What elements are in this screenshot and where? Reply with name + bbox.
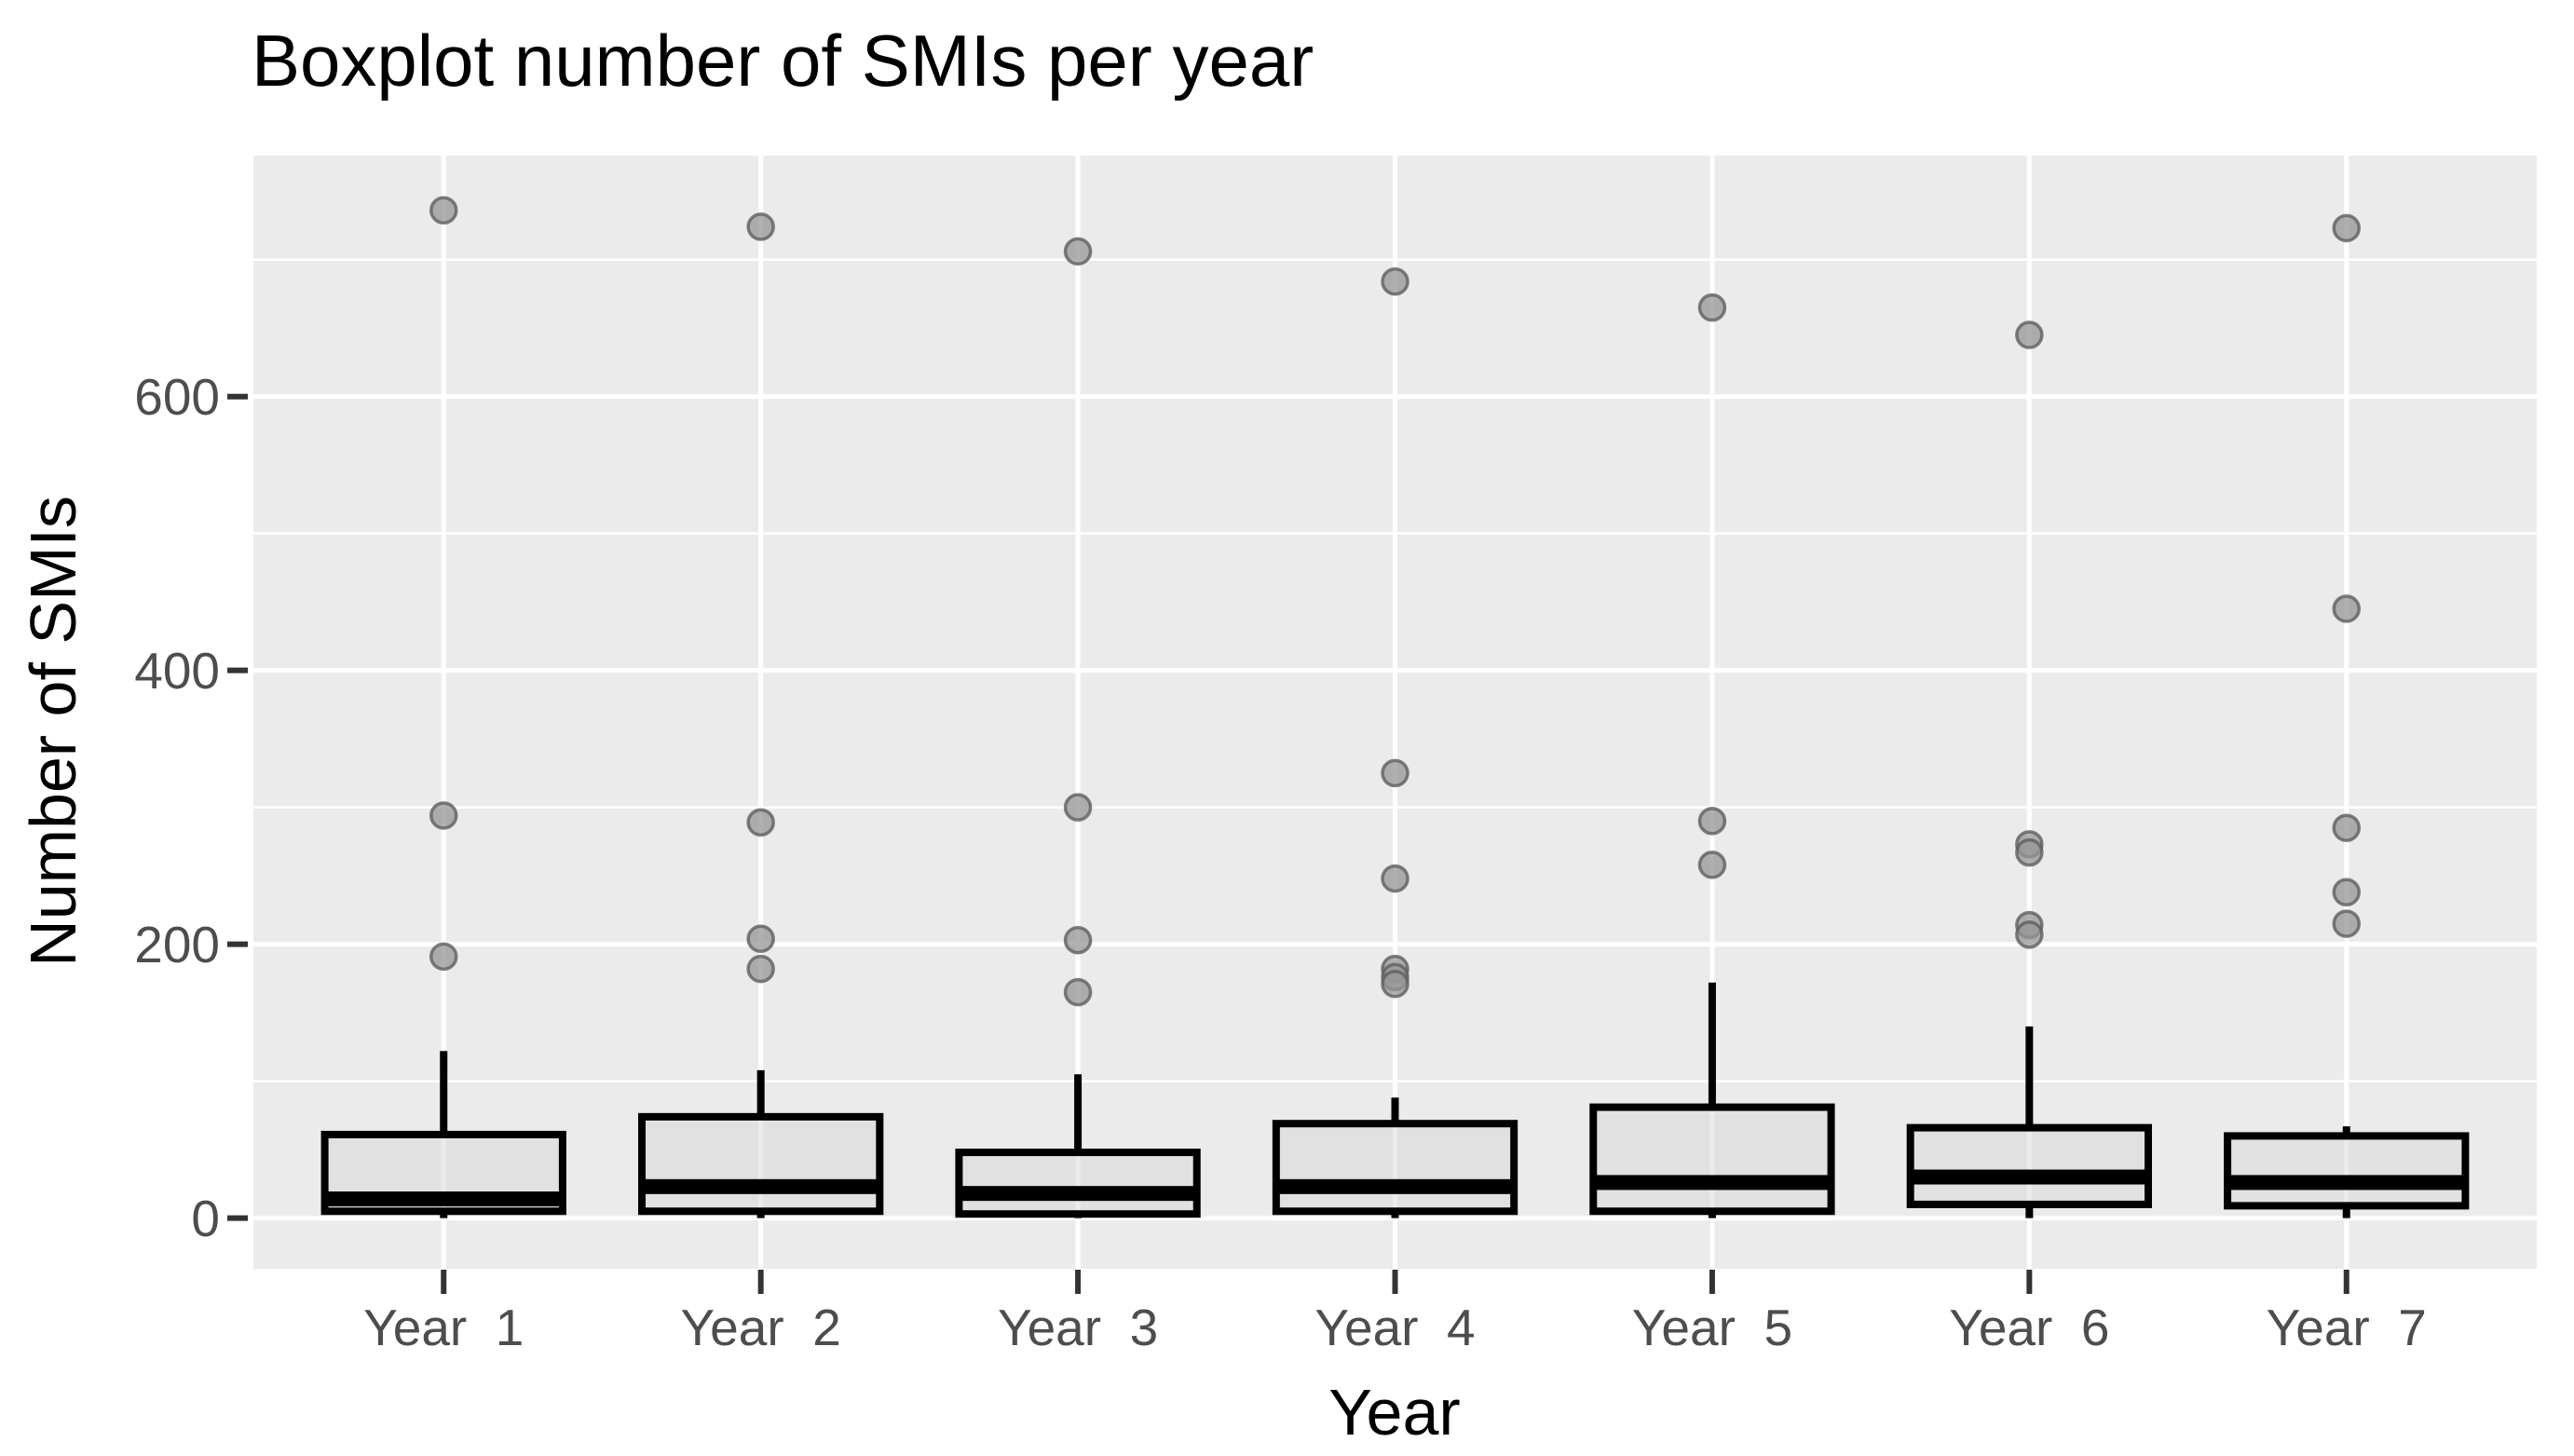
outlier-point bbox=[746, 954, 775, 984]
median-line bbox=[1910, 1169, 2148, 1185]
outlier-point bbox=[2332, 213, 2361, 243]
outlier-point bbox=[1063, 977, 1093, 1007]
outlier-point bbox=[1697, 293, 1727, 322]
outlier-point bbox=[429, 801, 458, 830]
x-tick-label: Year 5 bbox=[1631, 1299, 1793, 1356]
outlier-point bbox=[746, 212, 775, 241]
outlier-point bbox=[1381, 970, 1410, 999]
outlier-point bbox=[746, 924, 775, 954]
outlier-point bbox=[1063, 793, 1093, 822]
median-line bbox=[1275, 1178, 1515, 1194]
x-axis-title: Year bbox=[1328, 1376, 1461, 1449]
x-tick-label: Year 2 bbox=[680, 1299, 841, 1356]
x-tick-label: Year 6 bbox=[1949, 1299, 2110, 1356]
outlier-point bbox=[1697, 807, 1727, 836]
outlier-point bbox=[1381, 266, 1410, 296]
outlier-point bbox=[2015, 837, 2044, 867]
outlier-point bbox=[1063, 925, 1093, 955]
y-tick-label: 0 bbox=[191, 1189, 220, 1247]
box-iqr bbox=[1272, 1120, 1519, 1216]
outlier-point bbox=[1381, 758, 1410, 788]
y-tick-label: 400 bbox=[134, 641, 220, 700]
outlier-point bbox=[2332, 813, 2361, 842]
x-tick-label: Year 7 bbox=[2266, 1299, 2427, 1356]
outlier-point bbox=[429, 196, 458, 225]
y-tick-label: 600 bbox=[134, 367, 220, 426]
box-iqr bbox=[1906, 1123, 2152, 1208]
y-axis-title: Number of SMIs bbox=[17, 496, 89, 967]
outlier-point bbox=[2015, 320, 2044, 349]
x-tick-label: Year 3 bbox=[997, 1299, 1159, 1356]
x-tick-label: Year 1 bbox=[363, 1299, 524, 1356]
outlier-point bbox=[1697, 850, 1727, 879]
median-line bbox=[959, 1186, 1197, 1202]
median-line bbox=[1593, 1175, 1832, 1191]
outlier-point bbox=[2332, 909, 2361, 938]
x-tick-label: Year 4 bbox=[1314, 1299, 1476, 1356]
outlier-point bbox=[2332, 594, 2361, 623]
outlier-point bbox=[1381, 864, 1410, 893]
y-tick-label: 200 bbox=[134, 915, 220, 973]
median-line bbox=[324, 1191, 563, 1207]
median-line bbox=[642, 1178, 880, 1194]
outlier-point bbox=[2015, 920, 2044, 949]
box-iqr bbox=[2224, 1132, 2470, 1210]
box-iqr bbox=[1589, 1103, 1835, 1216]
outlier-point bbox=[746, 808, 775, 837]
chart-title: Boxplot number of SMIs per year bbox=[252, 20, 1314, 102]
median-line bbox=[2227, 1175, 2466, 1191]
outlier-point bbox=[2332, 878, 2361, 907]
outlier-point bbox=[429, 942, 458, 972]
box-iqr bbox=[955, 1149, 1201, 1218]
outlier-point bbox=[1063, 237, 1093, 266]
box-iqr bbox=[638, 1112, 884, 1216]
